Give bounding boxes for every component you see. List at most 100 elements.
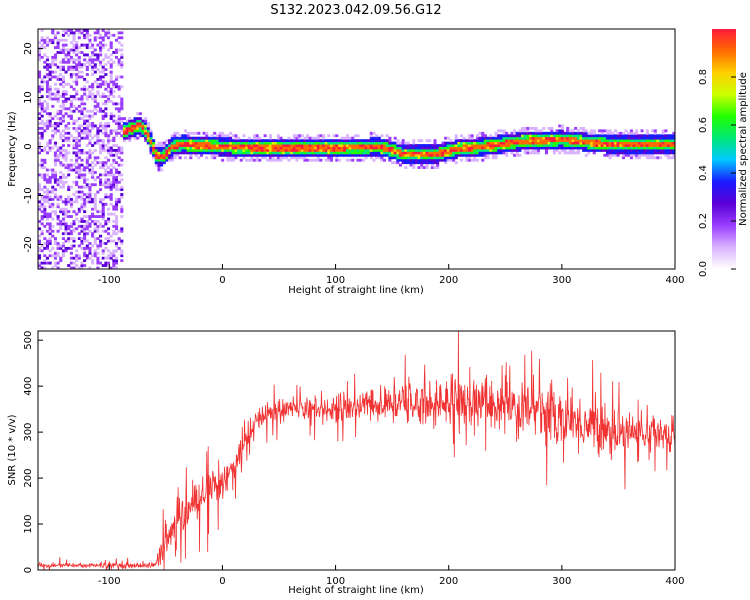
heatmap-cell	[637, 151, 641, 155]
heatmap-cell	[38, 239, 42, 243]
heatmap-cell	[465, 158, 469, 162]
heatmap-cell	[178, 144, 182, 147]
heatmap-cell	[576, 144, 580, 147]
heatmap-cell	[91, 166, 95, 169]
heatmap-cell	[579, 141, 583, 145]
heatmap-cell	[621, 141, 625, 145]
heatmap-cell	[80, 197, 84, 201]
heatmap-cell	[656, 149, 660, 152]
heatmap-cell	[170, 156, 174, 160]
heatmap-cell	[61, 207, 65, 211]
heatmap-cell	[120, 227, 124, 231]
heatmap-cell	[61, 149, 65, 152]
heatmap-cell	[486, 149, 490, 152]
heatmap-cell	[563, 134, 567, 138]
heatmap-cell	[563, 139, 567, 143]
heatmap-cell	[555, 146, 559, 150]
heatmap-cell	[194, 151, 198, 155]
heatmap-cell	[454, 144, 458, 147]
heatmap-cell	[80, 87, 84, 91]
heatmap-cell	[107, 55, 111, 59]
heatmap-cell	[146, 122, 150, 125]
heatmap-cell	[584, 149, 588, 152]
heatmap-cell	[69, 197, 73, 201]
heatmap-cell	[215, 153, 219, 157]
heatmap-cell	[48, 224, 52, 228]
heatmap-cell	[120, 151, 124, 155]
heatmap-cell	[213, 146, 217, 150]
heatmap-cell	[571, 129, 575, 133]
heatmap-cell	[518, 149, 522, 152]
heatmap-cell	[446, 149, 450, 152]
heatmap-cell	[104, 261, 108, 265]
heatmap-cell	[542, 144, 546, 147]
heatmap-cell	[258, 146, 262, 150]
heatmap-cell	[38, 234, 42, 238]
heatmap-cell	[88, 141, 92, 145]
heatmap-cell	[120, 102, 124, 106]
heatmap-cell	[661, 139, 665, 143]
heatmap-cell	[497, 139, 501, 143]
heatmap-cell	[91, 183, 95, 187]
heatmap-cell	[592, 146, 596, 150]
heatmap-cell	[659, 151, 663, 155]
heatmap-cell	[574, 136, 578, 140]
heatmap-cell	[67, 185, 71, 189]
heatmap-cell	[619, 149, 623, 152]
heatmap-cell	[112, 261, 116, 265]
heatmap-cell	[276, 158, 280, 162]
heatmap-cell	[99, 85, 103, 89]
colorbar-gradient	[712, 29, 736, 269]
heatmap-cell	[80, 173, 84, 177]
heatmap-cell	[93, 58, 97, 62]
heatmap-cell	[114, 222, 119, 226]
heatmap-cell	[499, 144, 503, 147]
heatmap-cell	[335, 151, 339, 155]
heatmap-cell	[43, 200, 47, 204]
heatmap-cell	[144, 134, 148, 138]
heatmap-cell	[72, 36, 76, 40]
heatmap-cell	[40, 77, 44, 81]
heatmap-cell	[420, 156, 424, 160]
y-tick-label: 10	[23, 91, 34, 104]
heatmap-cell	[444, 141, 448, 145]
heatmap-cell	[99, 75, 103, 79]
heatmap-cell	[648, 151, 652, 155]
heatmap-cell	[388, 139, 392, 143]
heatmap-cell	[279, 149, 283, 152]
heatmap-cell	[651, 139, 655, 143]
heatmap-cell	[88, 63, 92, 67]
heatmap-cell	[361, 139, 365, 143]
heatmap-cell	[345, 151, 349, 155]
heatmap-cell	[152, 141, 156, 145]
heatmap-cell	[223, 139, 227, 143]
heatmap-cell	[571, 131, 575, 135]
heatmap-cell	[51, 210, 55, 214]
heatmap-cell	[64, 202, 68, 206]
heatmap-cell	[43, 166, 47, 169]
heatmap-cell	[91, 151, 95, 155]
heatmap-cell	[529, 144, 533, 147]
heatmap-cell	[290, 139, 294, 143]
heatmap-cell	[114, 122, 119, 125]
heatmap-cell	[651, 149, 655, 152]
heatmap-cell	[457, 149, 461, 152]
heatmap-cell	[526, 126, 530, 130]
heatmap-cell	[481, 144, 485, 147]
heatmap-cell	[45, 102, 50, 106]
heatmap-cell	[311, 136, 315, 140]
heatmap-cell	[656, 136, 660, 140]
heatmap-cell	[59, 51, 63, 54]
heatmap-cell	[536, 131, 541, 135]
heatmap-cell	[481, 153, 485, 157]
heatmap-cell	[128, 124, 132, 128]
heatmap-cell	[72, 43, 76, 47]
heatmap-cell	[85, 87, 89, 91]
heatmap-cell	[107, 82, 111, 86]
heatmap-cell	[75, 249, 79, 253]
heatmap-cell	[433, 153, 437, 157]
heatmap-cell	[271, 139, 275, 143]
heatmap-cell	[101, 70, 105, 74]
